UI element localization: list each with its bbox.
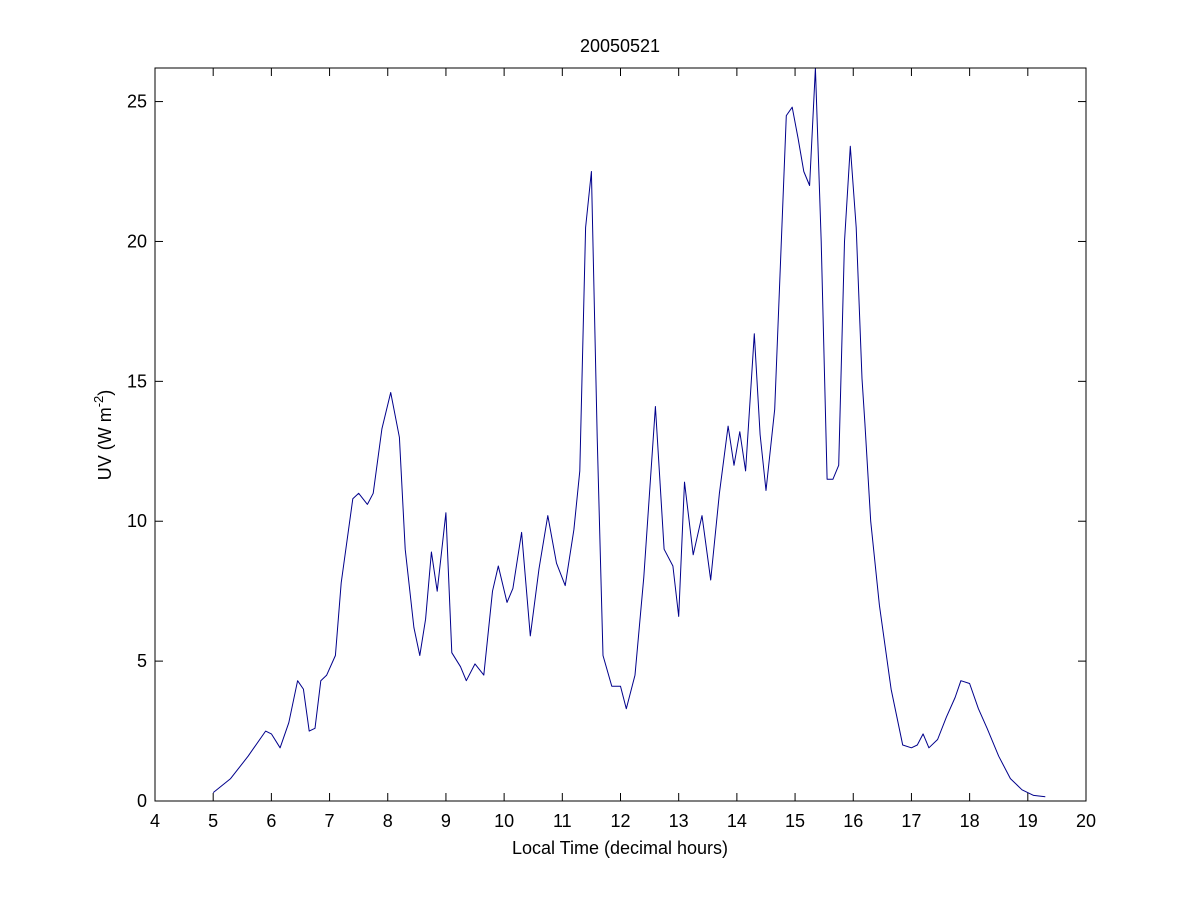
x-tick-label: 13 [669,811,689,831]
y-tick-label: 20 [127,231,147,251]
x-tick-label: 4 [150,811,160,831]
uv-series-line [212,67,1046,798]
y-tick-label: 10 [127,511,147,531]
y-axis-label-superscript: -2 [91,396,106,408]
x-tick-label: 9 [441,811,451,831]
y-tick-label: 25 [127,92,147,112]
x-tick-label: 8 [383,811,393,831]
x-tick-label: 5 [208,811,218,831]
y-tick-label: 0 [137,791,147,811]
x-tick-label: 15 [785,811,805,831]
x-tick-label: 11 [553,811,572,831]
x-tick-label: 10 [494,811,514,831]
y-axis-label: UV (W m-2) [91,390,115,481]
x-tick-label: 7 [325,811,335,831]
x-tick-label: 18 [960,811,980,831]
y-axis-label-suffix: ) [95,390,115,396]
x-tick-label: 17 [901,811,921,831]
x-tick-label: 14 [727,811,747,831]
x-tick-label: 12 [610,811,630,831]
x-tick-label: 6 [266,811,276,831]
y-tick-label: 15 [127,371,147,391]
x-axis-ticks: 4 5 6 7 8 9 10 11 12 13 14 15 16 17 18 19 20 [150,68,1096,831]
y-tick-label: 5 [137,651,147,671]
y-axis-label-prefix: UV (W m [95,407,115,480]
plot-area [212,67,1046,798]
chart-title: 20050521 [580,36,660,56]
x-tick-label: 19 [1018,811,1038,831]
y-axis-ticks: 0 5 10 15 20 25 [127,92,1086,811]
x-tick-label: 16 [843,811,863,831]
x-axis-label: Local Time (decimal hours) [512,838,728,858]
x-tick-label: 20 [1076,811,1096,831]
